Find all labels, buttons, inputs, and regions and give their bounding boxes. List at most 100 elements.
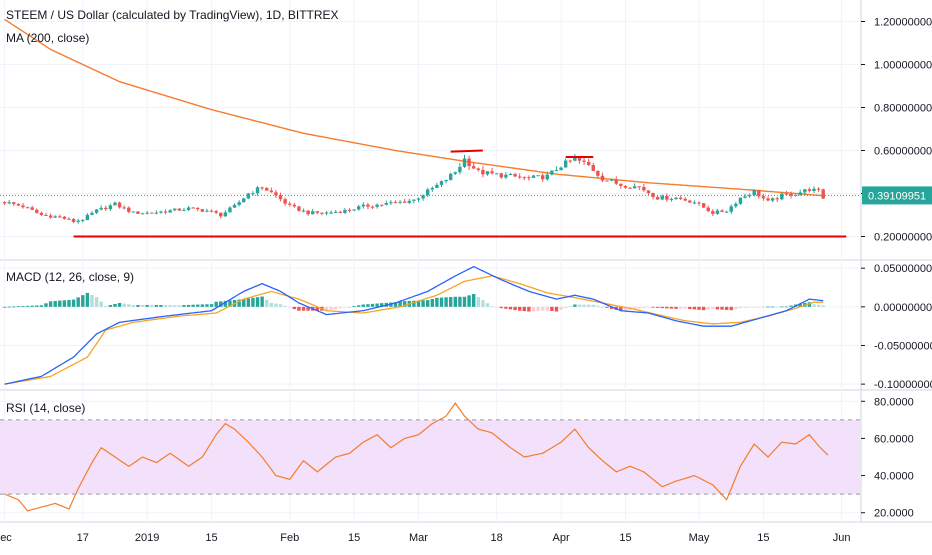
macd-histogram-bar bbox=[757, 306, 761, 308]
macd-histogram-bar bbox=[159, 304, 163, 307]
candle-body bbox=[311, 211, 315, 215]
candle-body bbox=[701, 203, 706, 208]
macd-indicator-label[interactable]: MACD (12, 26, close, 9) bbox=[6, 270, 135, 284]
candle-body bbox=[729, 206, 733, 212]
candle-body bbox=[67, 218, 71, 220]
x-tick-label: 17 bbox=[77, 532, 89, 544]
candle-body bbox=[678, 197, 683, 199]
candle-body bbox=[591, 165, 595, 171]
candle-body bbox=[53, 216, 57, 218]
candle-body bbox=[609, 179, 614, 181]
candle-body bbox=[25, 207, 30, 209]
candle-body bbox=[513, 174, 517, 177]
macd-histogram-bar bbox=[683, 306, 687, 309]
macd-histogram-bar bbox=[393, 302, 398, 307]
candle-body bbox=[403, 201, 407, 203]
candle-body bbox=[430, 187, 434, 190]
candle-body bbox=[416, 198, 421, 200]
candle-body bbox=[757, 190, 761, 197]
macd-histogram-bar bbox=[150, 304, 154, 307]
x-tick-label: Feb bbox=[280, 532, 299, 544]
candle-body bbox=[90, 212, 94, 215]
macd-histogram-bar bbox=[499, 306, 503, 309]
candle-body bbox=[683, 198, 687, 201]
candle-body bbox=[720, 210, 724, 212]
candle-body bbox=[324, 212, 329, 214]
rsi-line bbox=[4, 402, 829, 512]
last-price-tag bbox=[862, 186, 932, 205]
macd-histogram-bar bbox=[117, 302, 122, 307]
candle-body bbox=[738, 197, 743, 204]
trendline[interactable] bbox=[450, 149, 483, 153]
candle-body bbox=[223, 212, 228, 217]
macd-histogram-bar bbox=[678, 306, 683, 309]
rsi-indicator-label[interactable]: RSI (14, close) bbox=[6, 401, 86, 415]
candle-body bbox=[499, 173, 503, 178]
macd-histogram-bar bbox=[370, 303, 375, 307]
macd-histogram-bar bbox=[439, 297, 444, 307]
candle-body bbox=[186, 207, 191, 210]
macd-histogram-bar bbox=[715, 306, 720, 310]
candle-body bbox=[655, 196, 660, 200]
y-tick-label: 0.80000000 bbox=[874, 103, 932, 115]
candle-body bbox=[646, 190, 651, 194]
y-tick-label: 20.0000 bbox=[874, 508, 914, 520]
macd-histogram-bar bbox=[706, 306, 710, 310]
candle-body bbox=[150, 212, 154, 214]
macd-histogram-bar bbox=[58, 300, 62, 307]
candle-body bbox=[343, 209, 347, 213]
macd-histogram-bar bbox=[821, 305, 825, 307]
ma200-line bbox=[4, 18, 824, 197]
macd-histogram-bar bbox=[435, 297, 439, 307]
candle-body bbox=[35, 209, 39, 213]
candle-body bbox=[789, 193, 793, 196]
candle-body bbox=[642, 186, 646, 191]
macd-histogram-bar bbox=[223, 300, 228, 307]
candle-body bbox=[559, 167, 563, 171]
candle-body bbox=[12, 202, 16, 205]
macd-histogram-bar bbox=[490, 306, 494, 308]
candle-body bbox=[380, 204, 384, 206]
macd-histogram-bar bbox=[522, 306, 526, 312]
candle-body bbox=[688, 200, 692, 203]
macd-histogram-bar bbox=[380, 303, 384, 307]
candle-body bbox=[600, 175, 605, 181]
macd-histogram-bar bbox=[720, 306, 724, 310]
macd-histogram-bar bbox=[642, 306, 646, 308]
candle-body bbox=[140, 213, 145, 215]
macd-histogram-bar bbox=[747, 306, 752, 308]
candle-body bbox=[99, 207, 103, 210]
candle-body bbox=[246, 193, 251, 199]
candle-body bbox=[743, 196, 747, 198]
macd-histogram-bar bbox=[462, 296, 467, 307]
candle-body bbox=[573, 157, 577, 161]
macd-histogram-bar bbox=[21, 306, 25, 307]
macd-histogram-bar bbox=[145, 304, 149, 307]
macd-histogram-bar bbox=[591, 304, 595, 307]
macd-histogram-bar bbox=[140, 304, 145, 307]
macd-histogram-bar bbox=[711, 306, 715, 310]
macd-histogram-bar bbox=[540, 306, 545, 311]
axes: ec 17 2019 15 Feb 15 Mar 18 Apr 15 May 15 Jun 1.20000… bbox=[0, 17, 932, 544]
macd-histogram-bar bbox=[416, 300, 421, 307]
macd-histogram-bar bbox=[421, 300, 425, 307]
ma-indicator-label[interactable]: MA (200, close) bbox=[6, 31, 90, 45]
candle-body bbox=[288, 203, 292, 205]
macd-histogram-bar bbox=[701, 306, 706, 311]
macd-histogram-bar bbox=[343, 306, 347, 308]
macd-histogram-bar bbox=[35, 305, 39, 307]
candle-body bbox=[623, 185, 628, 188]
candle-body bbox=[761, 196, 766, 199]
candle-body bbox=[191, 207, 195, 209]
macd-histogram-bar bbox=[163, 304, 168, 307]
x-tick-label: 15 bbox=[619, 532, 631, 544]
macd-histogram-bar bbox=[734, 306, 738, 310]
macd-histogram-bar bbox=[550, 306, 554, 311]
macd-histogram-bar bbox=[481, 300, 485, 307]
macd-histogram-bar bbox=[430, 298, 434, 307]
macd-histogram-bar bbox=[85, 292, 90, 307]
candle-body bbox=[619, 183, 623, 186]
candle-body bbox=[412, 199, 416, 201]
macd-histogram-bar bbox=[403, 301, 407, 307]
